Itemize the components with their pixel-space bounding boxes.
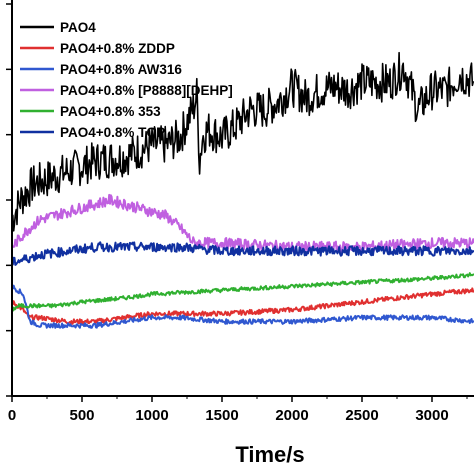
- legend-entry-pao4-0-8-aw316: PAO4+0.8% AW316: [20, 62, 182, 77]
- legend-label: PAO4+0.8% 353: [60, 104, 161, 119]
- series-line-pao4: [11, 51, 474, 232]
- x-tick-label: 0: [8, 407, 16, 424]
- legend: PAO4 PAO4+0.8% ZDDP PAO4+0.8% AW316 PAO4+0.…: [20, 20, 233, 140]
- legend-entry-pao4-0-8-p8888-dehp: PAO4+0.8% [P8888][DEHP]: [20, 83, 233, 98]
- legend-entry-pao4: PAO4: [20, 20, 96, 35]
- legend-label: PAO4: [60, 20, 96, 35]
- x-tick-label: 500: [69, 407, 94, 424]
- y-ticks: [6, 3, 12, 397]
- axes-layer: [11, 0, 474, 397]
- legend-label: PAO4+0.8% AW316: [60, 62, 182, 77]
- legend-entry-pao4-0-8-tcp: PAO4+0.8% TCP: [20, 125, 165, 140]
- series-line-pao4-0-8-aw316: [11, 284, 474, 329]
- x-ticks: 0 500 1000 1500 2000 2500 3000: [8, 396, 468, 424]
- series-line-pao4-0-8-zddp: [11, 287, 474, 325]
- x-axis-title: Time/s: [235, 442, 304, 467]
- x-tick-label: 1500: [205, 407, 238, 424]
- legend-label: PAO4+0.8% [P8888][DEHP]: [60, 83, 233, 98]
- series-layer: [11, 51, 474, 329]
- series-line-pao4-0-8-p8888-dehp: [11, 193, 474, 254]
- x-tick-label: 3000: [415, 407, 448, 424]
- legend-label: PAO4+0.8% ZDDP: [60, 41, 175, 56]
- series-line-pao4-0-8-tcp: [11, 241, 474, 266]
- legend-entry-pao4-0-8-zddp: PAO4+0.8% ZDDP: [20, 41, 175, 56]
- x-tick-label: 2500: [345, 407, 378, 424]
- x-tick-label: 1000: [135, 407, 168, 424]
- legend-entry-pao4-0-8-353: PAO4+0.8% 353: [20, 104, 161, 119]
- series-line-pao4-0-8-353: [11, 272, 474, 312]
- legend-label: PAO4+0.8% TCP: [60, 125, 165, 140]
- x-tick-label: 2000: [275, 407, 308, 424]
